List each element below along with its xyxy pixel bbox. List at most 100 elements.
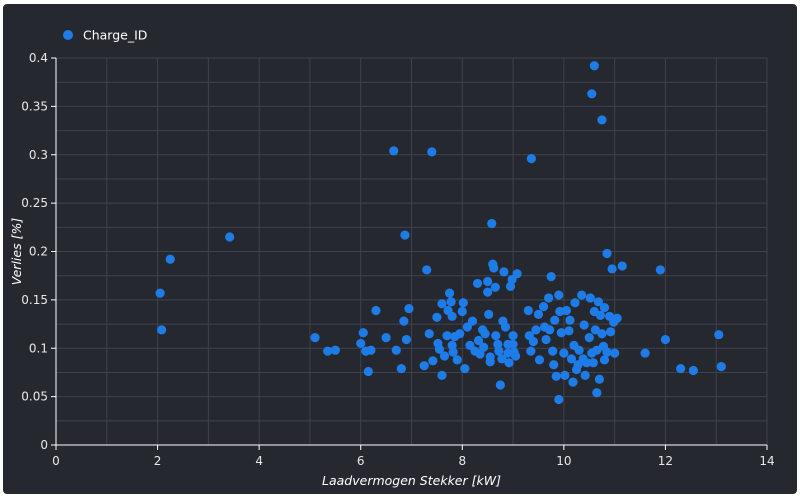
data-point	[594, 374, 605, 384]
y-tick-label: 0.05	[21, 390, 48, 404]
data-point	[452, 355, 462, 365]
gridlines	[55, 57, 768, 446]
data-point	[534, 355, 545, 365]
data-point	[568, 377, 578, 387]
data-point	[589, 61, 599, 71]
x-tick-label: 12	[658, 454, 673, 468]
data-point	[489, 263, 499, 273]
data-point	[610, 348, 620, 358]
data-point	[399, 316, 409, 326]
legend-label: Charge_ID	[83, 28, 147, 43]
data-point	[716, 362, 726, 372]
data-point	[617, 261, 627, 271]
data-point	[493, 339, 503, 349]
data-point	[446, 297, 456, 307]
data-points	[155, 61, 726, 405]
data-point	[447, 311, 457, 321]
data-point	[714, 330, 724, 340]
data-point	[157, 325, 167, 335]
data-point	[485, 357, 495, 367]
data-point	[447, 340, 457, 350]
data-point	[559, 348, 569, 358]
data-point	[564, 326, 574, 336]
data-point	[391, 345, 401, 355]
data-point	[548, 346, 558, 356]
y-tick-label: 0.3	[29, 148, 48, 162]
data-point	[512, 269, 522, 279]
data-point	[523, 305, 533, 316]
data-point	[472, 278, 483, 289]
data-point	[400, 230, 410, 240]
axes: 0 2 4 6 8 10 12 14 0 0.05 0.1 0.15 0.2 0.25 0.3 0.35 0.4	[21, 51, 774, 468]
data-point	[455, 329, 465, 339]
data-point	[597, 115, 607, 125]
data-point	[595, 310, 606, 320]
data-point	[676, 363, 686, 374]
data-point	[434, 344, 445, 354]
data-point	[526, 154, 536, 164]
data-point	[565, 315, 575, 325]
y-tick-label: 0.2	[29, 245, 48, 259]
data-point	[358, 328, 368, 338]
data-point	[580, 370, 590, 380]
data-point	[483, 276, 493, 287]
data-point	[424, 329, 434, 339]
data-point	[511, 351, 521, 361]
data-point	[582, 358, 592, 368]
data-point	[531, 325, 541, 335]
data-point	[475, 349, 485, 359]
data-point	[432, 312, 442, 322]
data-point	[497, 354, 507, 364]
data-point	[533, 309, 544, 319]
data-point	[554, 394, 564, 405]
data-point	[437, 370, 447, 380]
data-point	[602, 248, 612, 259]
data-point	[310, 333, 320, 343]
data-point	[597, 329, 607, 339]
y-tick-label: 0.35	[21, 99, 48, 113]
data-point	[225, 232, 235, 242]
data-point	[526, 346, 536, 356]
y-axis-title: Verlies [%]	[9, 218, 24, 286]
data-point	[508, 339, 518, 349]
data-point	[551, 371, 561, 381]
data-point	[607, 264, 617, 274]
data-point	[660, 334, 671, 345]
data-point	[381, 333, 391, 343]
data-point	[560, 370, 570, 380]
data-point	[556, 328, 566, 338]
data-point	[371, 305, 381, 316]
data-point	[508, 331, 518, 341]
y-tick-label: 0.15	[21, 293, 48, 307]
x-axis-title: Laadvermogen Stekker [kW]	[322, 473, 501, 488]
data-point	[330, 345, 340, 355]
data-point	[480, 329, 490, 339]
data-point	[487, 218, 497, 229]
data-point	[546, 272, 556, 282]
legend-marker	[63, 30, 73, 40]
data-point	[541, 334, 551, 345]
legend[interactable]: Charge_ID	[63, 28, 147, 43]
data-point	[544, 293, 554, 303]
data-point	[428, 356, 438, 366]
data-point	[592, 388, 602, 398]
x-tick-label: 4	[255, 454, 263, 468]
data-point	[401, 334, 412, 345]
x-tick-label: 6	[357, 454, 365, 468]
data-point	[585, 293, 595, 303]
x-tick-label: 14	[759, 454, 774, 468]
data-point	[640, 348, 650, 358]
data-point	[584, 333, 594, 343]
data-point	[528, 336, 538, 347]
y-tick-label: 0.4	[29, 51, 48, 65]
data-point	[427, 147, 437, 157]
x-tick-label: 8	[458, 454, 466, 468]
data-point	[439, 351, 450, 361]
data-point	[550, 315, 560, 325]
data-point	[577, 290, 587, 300]
data-point	[437, 299, 447, 309]
data-point	[494, 346, 504, 356]
y-tick-label: 0	[40, 438, 48, 452]
data-point	[566, 354, 577, 364]
data-point	[448, 347, 458, 357]
